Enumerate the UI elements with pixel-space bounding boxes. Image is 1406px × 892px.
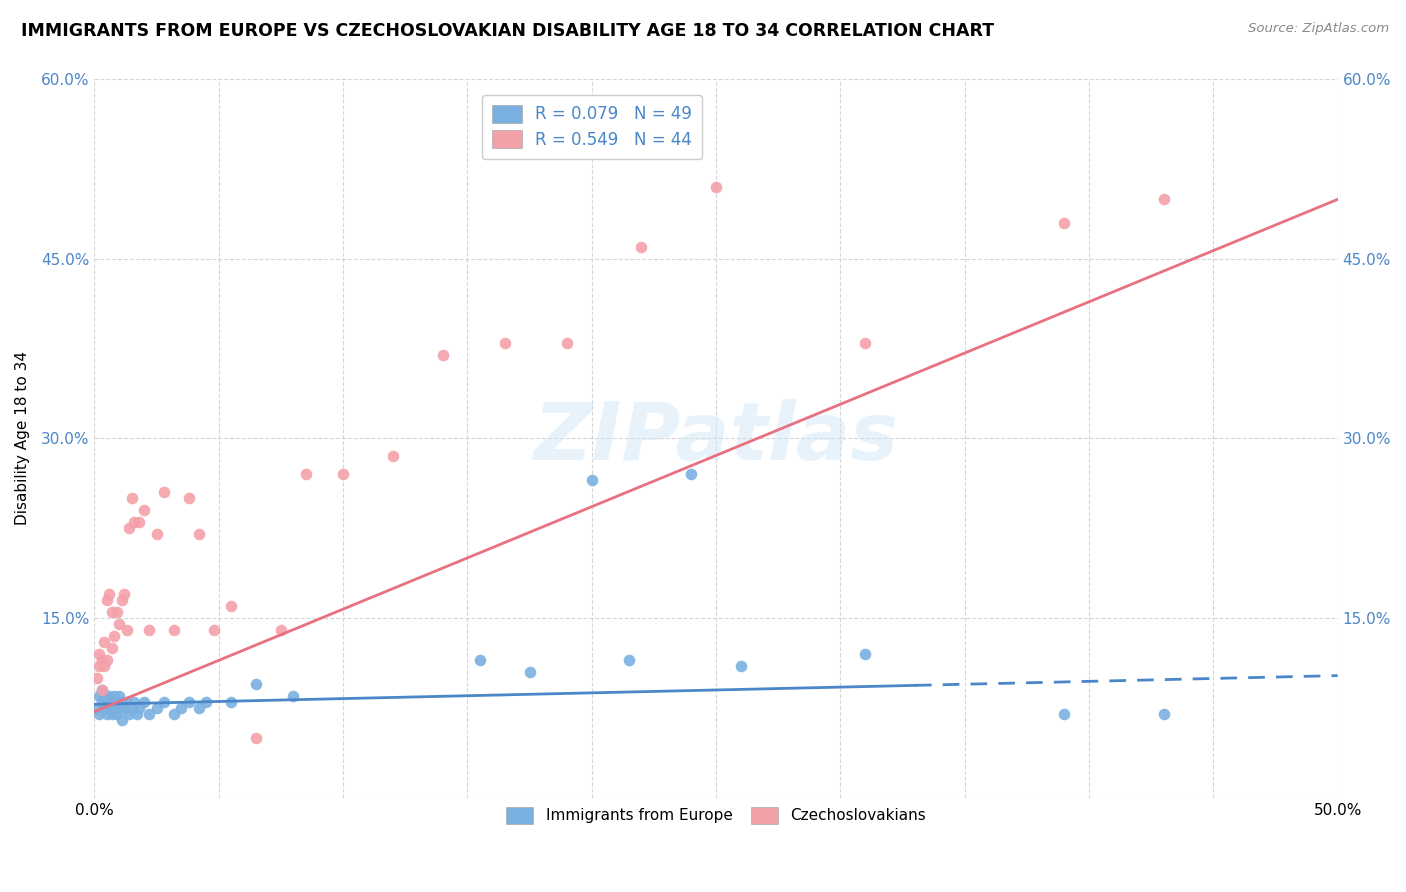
Point [219, 599, 242, 614]
Point [108, 617, 131, 632]
Point [93, 701, 115, 715]
Point [270, 623, 292, 637]
Point [177, 695, 200, 709]
Point [93, 635, 115, 649]
Point [96, 695, 118, 709]
Point [98, 701, 121, 715]
Point [111, 713, 134, 727]
Point [187, 527, 209, 541]
Point [177, 491, 200, 506]
Point [90, 683, 112, 698]
Point [101, 605, 124, 619]
Point [101, 706, 124, 721]
Point [202, 623, 225, 637]
Point [1153, 192, 1175, 206]
Point [115, 695, 138, 709]
Point [245, 731, 267, 745]
Point [195, 695, 218, 709]
Point [681, 467, 703, 482]
Point [101, 641, 124, 656]
Point [1153, 706, 1175, 721]
Point [519, 665, 541, 679]
Point [295, 467, 318, 482]
Point [98, 689, 121, 703]
Point [145, 527, 167, 541]
Point [128, 515, 150, 529]
Point [332, 467, 354, 482]
Point [86, 671, 108, 685]
Text: IMMIGRANTS FROM EUROPE VS CZECHOSLOVAKIAN DISABILITY AGE 18 TO 34 CORRELATION CH: IMMIGRANTS FROM EUROPE VS CZECHOSLOVAKIA… [21, 22, 994, 40]
Point [134, 695, 156, 709]
Point [138, 706, 160, 721]
Point [103, 689, 125, 703]
Point [121, 491, 143, 506]
Point [90, 695, 112, 709]
Point [108, 701, 131, 715]
Point [283, 689, 305, 703]
Point [630, 240, 652, 254]
Point [122, 515, 145, 529]
Point [89, 689, 111, 703]
Point [115, 623, 138, 637]
Point [145, 701, 167, 715]
Point [704, 179, 727, 194]
Point [118, 706, 141, 721]
Point [86, 701, 108, 715]
Point [105, 695, 128, 709]
Point [101, 695, 124, 709]
Point [617, 653, 640, 667]
Point [118, 521, 141, 535]
Point [1053, 706, 1076, 721]
Point [98, 587, 121, 601]
Point [112, 701, 135, 715]
Point [138, 623, 160, 637]
Point [89, 647, 111, 661]
Point [432, 347, 454, 361]
Point [121, 701, 143, 715]
Point [93, 689, 115, 703]
Point [134, 503, 156, 517]
Point [581, 473, 603, 487]
Point [89, 706, 111, 721]
Point [125, 706, 148, 721]
Point [853, 335, 876, 350]
Point [93, 659, 115, 673]
Point [108, 689, 131, 703]
Point [128, 701, 150, 715]
Point [245, 677, 267, 691]
Point [555, 335, 578, 350]
Point [853, 647, 876, 661]
Point [494, 335, 516, 350]
Point [105, 605, 128, 619]
Point [187, 701, 209, 715]
Y-axis label: Disability Age 18 to 34: Disability Age 18 to 34 [15, 351, 30, 525]
Point [90, 683, 112, 698]
Text: Source: ZipAtlas.com: Source: ZipAtlas.com [1249, 22, 1389, 36]
Point [468, 653, 491, 667]
Text: ZIPatlas: ZIPatlas [533, 400, 898, 477]
Point [153, 485, 176, 500]
Point [163, 623, 186, 637]
Point [219, 695, 242, 709]
Legend: Immigrants from Europe, Czechoslovakians: Immigrants from Europe, Czechoslovakians [499, 801, 932, 830]
Point [111, 593, 134, 607]
Point [103, 701, 125, 715]
Point [96, 653, 118, 667]
Point [153, 695, 176, 709]
Point [90, 653, 112, 667]
Point [170, 701, 193, 715]
Point [730, 659, 752, 673]
Point [89, 659, 111, 673]
Point [112, 587, 135, 601]
Point [105, 706, 128, 721]
Point [96, 706, 118, 721]
Point [122, 695, 145, 709]
Point [1053, 216, 1076, 230]
Point [111, 695, 134, 709]
Point [103, 629, 125, 643]
Point [96, 593, 118, 607]
Point [381, 450, 404, 464]
Point [163, 706, 186, 721]
